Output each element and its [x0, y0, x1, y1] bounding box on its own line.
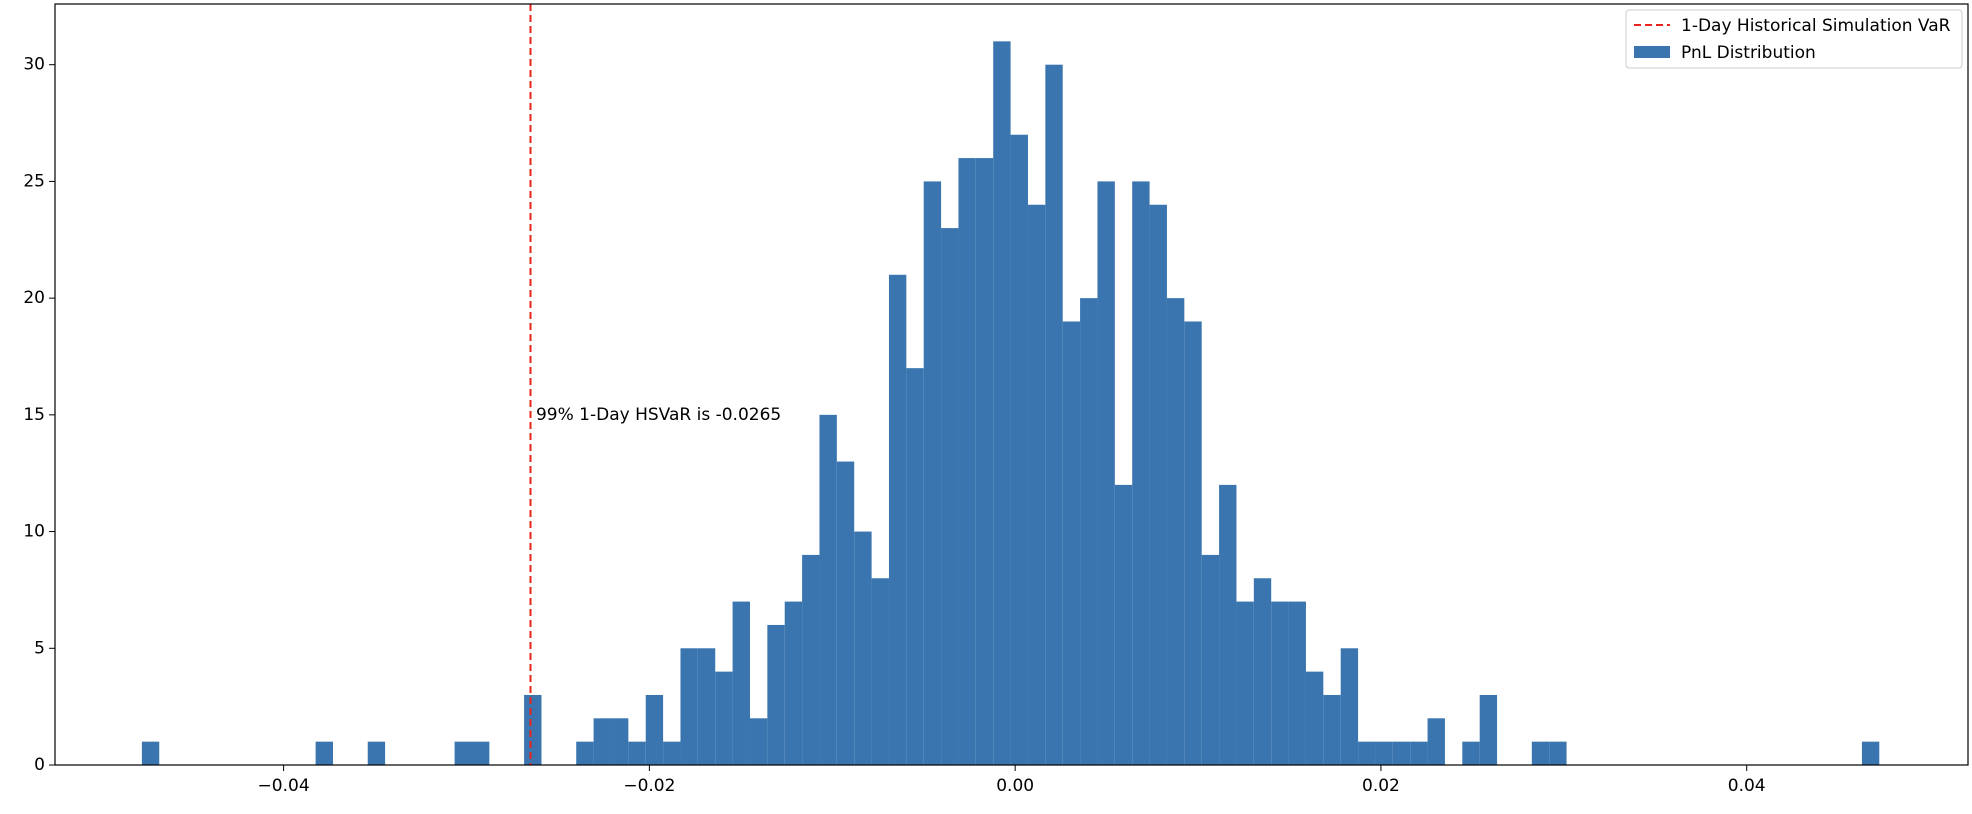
bar — [1219, 484, 1237, 765]
bar — [1323, 694, 1341, 765]
bar — [1427, 718, 1445, 765]
bar — [1027, 204, 1046, 765]
y-tick-label: 5 — [34, 638, 45, 658]
bar — [1861, 741, 1880, 765]
bar — [1410, 741, 1428, 765]
bar — [663, 741, 681, 765]
bar — [315, 741, 333, 765]
bar — [697, 648, 716, 765]
bar — [906, 368, 924, 765]
bar — [141, 741, 160, 765]
bar — [1166, 298, 1185, 765]
bar — [923, 181, 942, 766]
bar — [958, 158, 976, 765]
y-tick-label: 20 — [23, 288, 45, 308]
bar — [1358, 741, 1376, 765]
bar — [1340, 648, 1359, 765]
bar — [1271, 601, 1289, 765]
bar — [680, 648, 698, 765]
bar — [993, 41, 1011, 766]
bar — [888, 274, 907, 765]
bar — [610, 718, 629, 765]
bar — [471, 741, 490, 765]
annotation: 99% 1-Day HSVaR is -0.0265 — [536, 405, 781, 425]
legend: 1-Day Historical Simulation VaR PnL Distr… — [1625, 9, 1963, 69]
x-tick-label: 0.00 — [996, 776, 1034, 796]
bar — [1288, 601, 1306, 765]
legend-swatch — [1634, 46, 1670, 58]
bar — [871, 578, 889, 765]
bar — [1045, 64, 1063, 766]
x-tick-label: −0.02 — [623, 776, 675, 796]
bar — [454, 741, 472, 765]
bar — [1062, 321, 1081, 765]
bar — [1114, 484, 1133, 765]
bar — [1462, 741, 1480, 765]
plot-frame — [54, 3, 1969, 766]
bar — [854, 531, 872, 765]
y-tick-label: 25 — [23, 171, 45, 191]
bar — [836, 461, 855, 765]
y-tick-label: 30 — [23, 55, 45, 75]
y-tick-label: 0 — [34, 755, 45, 775]
bar — [767, 624, 785, 765]
y-tick-label: 10 — [23, 522, 45, 542]
x-tick-label: 0.02 — [1362, 776, 1400, 796]
bar — [576, 741, 594, 765]
bar — [784, 601, 803, 765]
bar — [1149, 204, 1167, 765]
bar — [645, 694, 664, 765]
bar — [802, 554, 820, 765]
bar — [1479, 694, 1498, 765]
x-tick-label: −0.04 — [258, 776, 310, 796]
legend-label: 1-Day Historical Simulation VaR — [1681, 16, 1951, 36]
bar — [1531, 741, 1550, 765]
bar — [1184, 321, 1202, 765]
bar — [1236, 601, 1254, 765]
bar — [1305, 671, 1324, 765]
bar — [1549, 741, 1567, 765]
bar — [732, 601, 750, 765]
bar — [1392, 741, 1411, 765]
y-tick-label: 15 — [23, 405, 45, 425]
legend-box — [1625, 9, 1963, 69]
bar — [1080, 298, 1098, 765]
x-tick-label: 0.04 — [1728, 776, 1766, 796]
bar — [628, 741, 646, 765]
bar — [941, 228, 959, 766]
bar — [1201, 554, 1220, 765]
bar — [1010, 134, 1028, 765]
bar — [524, 694, 542, 765]
bar — [367, 741, 386, 765]
bar — [975, 158, 994, 765]
bar — [715, 671, 733, 765]
bar — [1375, 741, 1393, 765]
bar — [1132, 181, 1150, 766]
bar — [749, 718, 768, 765]
bar — [593, 718, 611, 765]
legend-label: PnL Distribution — [1681, 43, 1816, 63]
bar — [1097, 181, 1115, 766]
bar — [1253, 578, 1272, 765]
bar — [819, 414, 837, 765]
